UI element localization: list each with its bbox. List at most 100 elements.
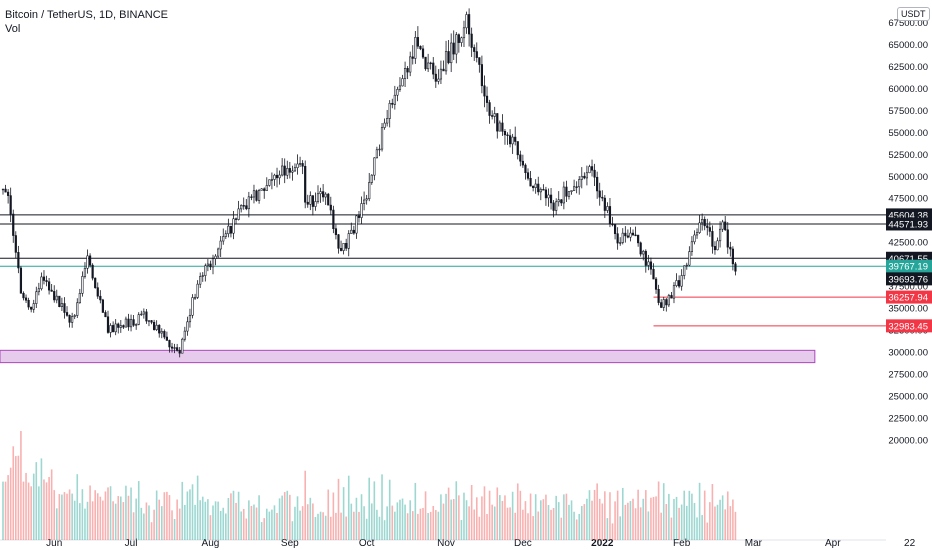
y-tick-label: 22500.00 — [888, 414, 928, 425]
candle-body — [281, 165, 284, 176]
candle-body — [580, 175, 583, 180]
price-label: 39767.19 — [888, 262, 928, 273]
volume-bar — [414, 482, 417, 540]
volume-bar — [488, 490, 491, 540]
volume-bar — [160, 506, 163, 540]
candle-body — [214, 255, 217, 259]
volume-bar — [32, 473, 35, 540]
volume-bar — [703, 490, 706, 540]
volume-bar — [583, 504, 586, 540]
candle-body — [363, 199, 366, 204]
y-tick-label: 20000.00 — [888, 436, 928, 447]
candle-body — [570, 190, 573, 192]
candle-body — [380, 127, 384, 150]
candle-body — [414, 37, 417, 59]
volume-bar — [84, 508, 86, 540]
candle-body — [324, 193, 327, 198]
volume-bar — [399, 499, 401, 540]
candle-body — [206, 263, 209, 267]
candle-body — [555, 201, 558, 211]
candle-body — [654, 278, 658, 290]
candle-body — [370, 174, 373, 183]
x-tick-label: Nov — [437, 538, 455, 549]
volume-bar — [542, 499, 545, 540]
candle-body — [675, 280, 678, 286]
volume-bar — [660, 512, 662, 540]
volume-bar — [86, 501, 89, 540]
volume-bar — [388, 479, 391, 540]
candle-body — [53, 291, 56, 301]
volume-bar — [678, 507, 680, 540]
candle-body — [168, 340, 171, 348]
candle-body — [708, 227, 711, 232]
candle-body — [106, 316, 110, 333]
volume-bar — [391, 505, 394, 540]
chart-legend: Bitcoin / TetherUS, 1D, BINANCE Vol — [5, 8, 168, 36]
candle-body — [521, 160, 524, 166]
candle-body — [37, 288, 40, 293]
candle-body — [219, 240, 222, 250]
volume-bar — [145, 502, 148, 540]
volume-bar — [378, 516, 381, 540]
candle-body — [96, 287, 99, 297]
volume-bar — [73, 500, 76, 540]
candle-body — [71, 316, 74, 323]
volume-bar — [632, 498, 634, 540]
candle-body — [119, 325, 122, 328]
volume-bar — [550, 509, 552, 540]
candle-body — [590, 166, 594, 171]
currency-badge[interactable]: USDT — [897, 7, 930, 21]
volume-bar — [417, 513, 419, 540]
symbol-title[interactable]: Bitcoin / TetherUS, 1D, BINANCE — [5, 9, 169, 21]
candle-body — [634, 234, 637, 237]
volume-bar — [207, 499, 209, 540]
candle-body — [334, 228, 338, 235]
volume-bar — [598, 498, 601, 540]
candle-body — [475, 51, 478, 58]
candle-body — [357, 215, 361, 218]
volume-bar — [696, 517, 698, 540]
volume-bar — [560, 517, 563, 540]
candle-body — [539, 189, 542, 193]
candle-body — [552, 202, 555, 211]
volume-bar — [468, 506, 470, 540]
volume-bar — [340, 512, 342, 540]
candle-body — [416, 37, 419, 47]
candle-body — [316, 193, 320, 202]
volume-bar — [721, 495, 724, 540]
x-tick-label: 2022 — [591, 538, 614, 549]
candle-body — [429, 62, 432, 65]
candle-body — [470, 33, 473, 48]
candle-body — [514, 136, 517, 142]
candle-body — [713, 246, 717, 251]
volume-bar — [286, 490, 289, 540]
volume-bar — [230, 493, 232, 540]
candle-body — [224, 233, 227, 237]
volume-bar — [117, 496, 120, 540]
y-tick-label: 62500.00 — [888, 62, 928, 73]
candle-body — [127, 318, 130, 328]
candle-body — [1, 188, 5, 191]
volume-bar — [609, 492, 611, 540]
candle-body — [186, 321, 189, 332]
volume-bar — [148, 505, 150, 540]
volume-indicator-label[interactable]: Vol — [5, 23, 21, 35]
volume-bar — [726, 491, 729, 540]
volume-bar — [642, 498, 645, 540]
candle-body — [30, 306, 33, 310]
volume-bar — [673, 498, 675, 540]
candle-body — [32, 303, 35, 310]
candle-body — [63, 303, 66, 313]
volume-bar — [568, 504, 570, 540]
candle-body — [498, 122, 501, 132]
price-label-bg — [886, 259, 932, 273]
volume-bar — [435, 510, 437, 540]
x-tick-label: Oct — [359, 538, 375, 549]
candle-body — [506, 134, 509, 136]
volume-bar — [173, 519, 176, 540]
volume-bar — [665, 504, 668, 540]
candle-body — [160, 331, 163, 334]
candle-body — [667, 295, 670, 306]
